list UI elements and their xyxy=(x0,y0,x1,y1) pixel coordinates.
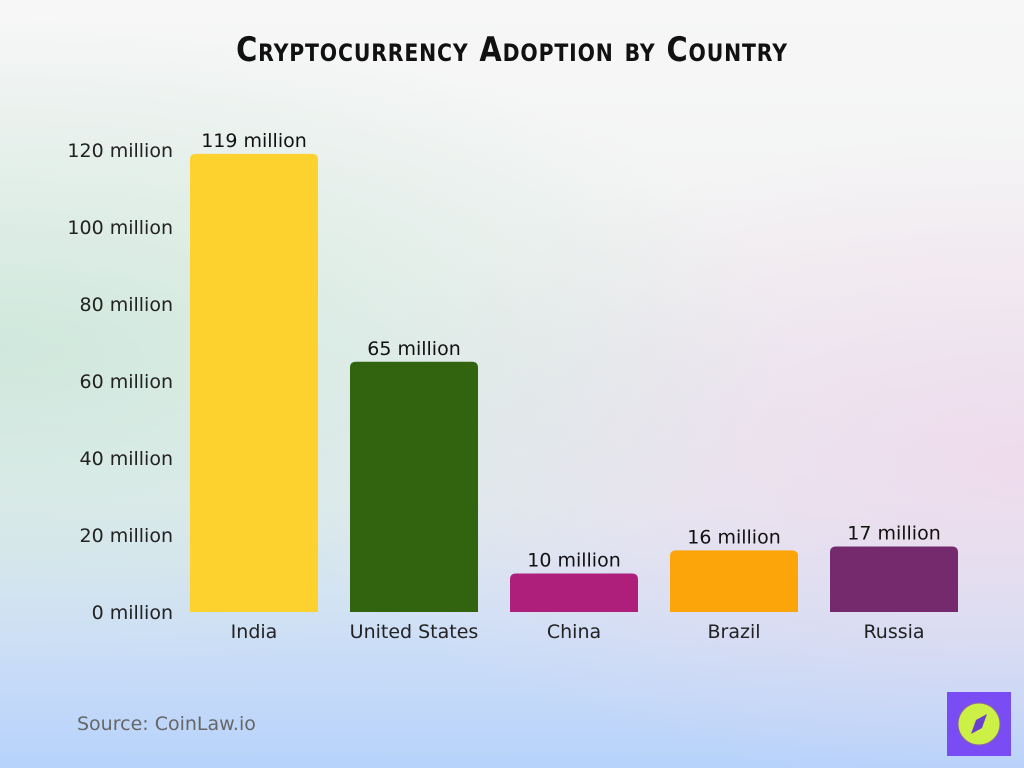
y-tick-label: 0 million xyxy=(92,602,173,624)
x-tick-label: China xyxy=(547,621,601,643)
y-tick-label: 100 million xyxy=(67,217,173,239)
bar-brazil xyxy=(670,550,798,612)
x-tick-label: Russia xyxy=(863,621,924,643)
brand-logo xyxy=(947,692,1011,756)
data-label: 65 million xyxy=(367,338,461,360)
x-tick-label: Brazil xyxy=(707,621,760,643)
chart-title: Cryptocurrency Adoption by Country xyxy=(236,30,788,70)
bar-india xyxy=(190,153,318,612)
source-note: Source: CoinLaw.io xyxy=(77,713,256,735)
x-tick-label: United States xyxy=(350,621,479,643)
bar-russia xyxy=(830,546,958,612)
compass-icon xyxy=(957,702,1001,746)
bar-china xyxy=(510,573,638,612)
y-tick-label: 20 million xyxy=(79,525,173,547)
y-tick-label: 120 million xyxy=(67,140,173,162)
y-tick-label: 60 million xyxy=(79,371,173,393)
data-label: 16 million xyxy=(687,526,781,548)
x-tick-label: India xyxy=(231,621,278,643)
bar-united-states xyxy=(350,361,478,612)
data-label: 17 million xyxy=(847,523,941,545)
data-label: 10 million xyxy=(527,550,621,572)
data-label: 119 million xyxy=(201,130,307,152)
y-tick-label: 40 million xyxy=(79,448,173,470)
y-tick-label: 80 million xyxy=(79,294,173,316)
